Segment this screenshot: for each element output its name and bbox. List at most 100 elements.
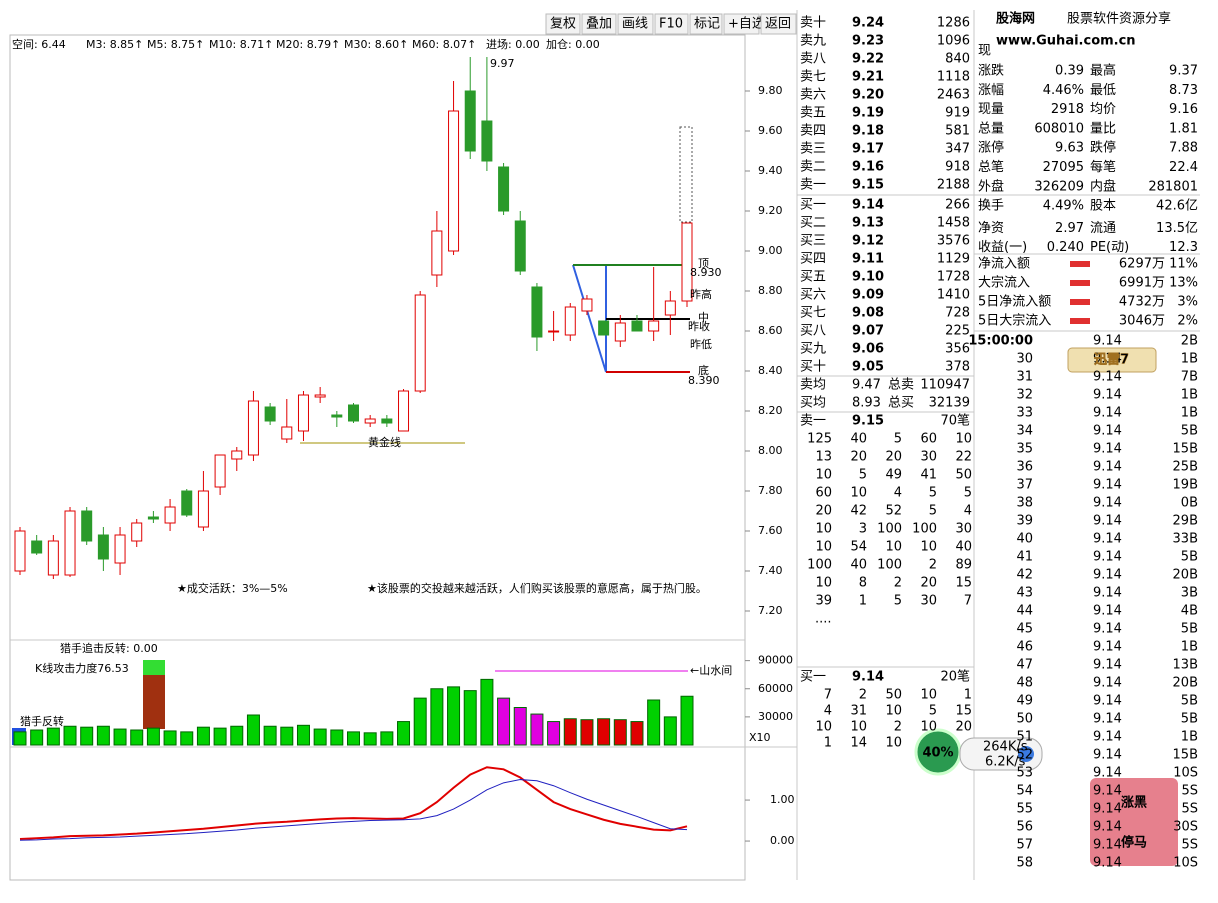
label: 20B bbox=[1173, 676, 1198, 691]
toolbar-button[interactable] bbox=[723, 13, 760, 35]
label: 57 bbox=[1016, 838, 1033, 853]
label: 卖八 bbox=[800, 52, 826, 67]
candle-body bbox=[614, 322, 626, 342]
label: 流通 bbox=[1090, 221, 1116, 236]
toolbar-label[interactable]: 标记 bbox=[694, 17, 720, 32]
toolbar-button[interactable] bbox=[689, 13, 723, 35]
label: 4 bbox=[964, 504, 972, 519]
label: 35 bbox=[1016, 442, 1033, 457]
label: 48 bbox=[1016, 676, 1033, 691]
label: 大宗流入 bbox=[978, 275, 1030, 291]
indicator: M60: 8.07↑ bbox=[412, 38, 476, 51]
label: 9.19 bbox=[852, 106, 884, 121]
candle-body bbox=[631, 320, 643, 332]
toolbar-label[interactable]: F10 bbox=[659, 17, 683, 32]
label: 326209 bbox=[1034, 179, 1084, 194]
label: 昨收 bbox=[688, 319, 710, 333]
toolbar-label[interactable]: +自选 bbox=[728, 17, 765, 32]
label: 5B bbox=[1181, 694, 1198, 709]
label: 卖一 bbox=[800, 178, 826, 193]
label: 1129 bbox=[937, 252, 970, 267]
label: 54 bbox=[850, 540, 867, 555]
label: ★成交活跃：3%—5% bbox=[177, 581, 288, 595]
label: 10 bbox=[885, 540, 902, 555]
label: 2% bbox=[1177, 314, 1198, 329]
label: 10 bbox=[885, 704, 902, 719]
label: 46 bbox=[1016, 640, 1033, 655]
flow-bar bbox=[1070, 299, 1090, 305]
label: 2918 bbox=[1051, 102, 1084, 117]
toolbar-button[interactable] bbox=[545, 13, 581, 35]
label: 2 bbox=[894, 576, 902, 591]
toolbar-label[interactable]: 叠加 bbox=[586, 17, 612, 32]
toolbar-label[interactable]: 返回 bbox=[765, 17, 791, 32]
speed-plus[interactable] bbox=[1018, 746, 1034, 762]
label: 9.14 bbox=[1093, 478, 1122, 493]
label: 3576 bbox=[937, 234, 970, 249]
label: 9.20 bbox=[852, 88, 884, 103]
candle-body bbox=[64, 510, 76, 576]
label: 买十 bbox=[800, 360, 826, 375]
toolbar-label[interactable]: 画线 bbox=[622, 17, 648, 32]
label: 买四 bbox=[800, 252, 826, 267]
label: 41 bbox=[920, 468, 937, 483]
label: 7.88 bbox=[1169, 141, 1198, 156]
toolbar-button[interactable] bbox=[581, 13, 617, 35]
label: 量比 bbox=[1090, 121, 1116, 136]
label: 5 bbox=[929, 504, 937, 519]
candle-body bbox=[47, 540, 59, 576]
label: 52 bbox=[1016, 748, 1033, 763]
candle-body bbox=[464, 90, 476, 152]
label: 40 bbox=[1016, 532, 1033, 547]
label: 15 bbox=[955, 576, 972, 591]
label: 10 bbox=[815, 468, 832, 483]
volume-bar bbox=[296, 724, 310, 746]
label: 13B bbox=[1173, 658, 1198, 673]
label: 56 bbox=[1016, 820, 1033, 835]
macd-line bbox=[19, 766, 688, 841]
label: 买三 bbox=[800, 234, 826, 249]
label: 9.14 bbox=[1093, 820, 1122, 835]
label: 9.24 bbox=[852, 16, 884, 31]
label: 3046万 bbox=[1119, 314, 1165, 329]
label: 9.14 bbox=[1093, 766, 1122, 781]
label: 买二 bbox=[800, 216, 826, 231]
toolbar-label[interactable]: 复权 bbox=[550, 16, 576, 32]
toolbar-button[interactable] bbox=[654, 13, 689, 35]
label: 2463 bbox=[937, 88, 970, 103]
label: 9.14 bbox=[1093, 334, 1122, 349]
y-tick-label: 8.20 bbox=[758, 404, 783, 417]
label: 9.21 bbox=[852, 70, 884, 85]
label: 5 bbox=[929, 704, 937, 719]
label: 9.14 bbox=[1093, 802, 1122, 817]
label: 9.14 bbox=[1093, 784, 1122, 799]
toolbar-button[interactable] bbox=[617, 13, 654, 35]
label: 总卖 bbox=[888, 378, 914, 393]
label: 4.46% bbox=[1043, 83, 1084, 98]
label: 收益(一) bbox=[978, 240, 1027, 255]
label: 55 bbox=[1016, 802, 1033, 817]
label: 8.93 bbox=[852, 396, 881, 411]
label: .... bbox=[815, 612, 832, 627]
candle-body bbox=[297, 394, 309, 432]
label: 1.81 bbox=[1169, 121, 1198, 136]
stamp bbox=[1090, 778, 1178, 866]
label: 30 bbox=[955, 522, 972, 537]
candle-body bbox=[648, 320, 660, 332]
candle-body bbox=[364, 418, 376, 424]
label: 5S bbox=[1181, 838, 1198, 853]
candle-body bbox=[114, 534, 126, 564]
volume-bar bbox=[146, 727, 160, 746]
label: 买九 bbox=[800, 342, 826, 357]
label: 9.14 bbox=[1093, 658, 1122, 673]
volume-bar bbox=[180, 731, 194, 746]
speed-panel bbox=[959, 737, 1043, 771]
toolbar-button[interactable] bbox=[760, 13, 797, 35]
label: 51 bbox=[1016, 730, 1033, 745]
y-tick-label: 8.00 bbox=[758, 444, 783, 457]
label: 38 bbox=[1016, 496, 1033, 511]
label: 1286 bbox=[937, 16, 970, 31]
candle-body bbox=[247, 400, 259, 456]
volume-bar bbox=[513, 707, 527, 746]
